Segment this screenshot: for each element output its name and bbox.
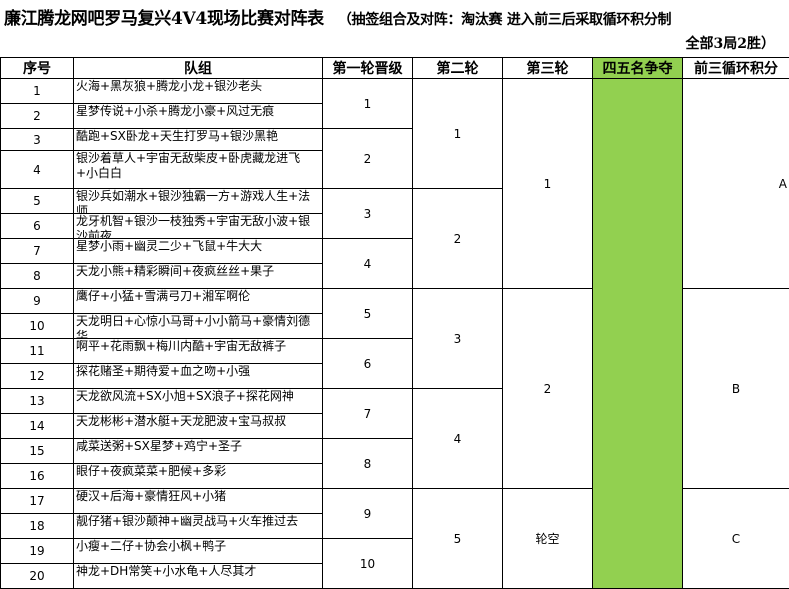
- column-header: 队组: [74, 58, 323, 79]
- seq-number: 19: [1, 539, 74, 564]
- team-name: 星梦小雨+幽灵二少+飞鼠+牛大大: [76, 239, 322, 263]
- team-name: 天龙明日+心惊小马哥+小小箭马+豪情刘德华: [76, 314, 322, 338]
- cycle-cell: B: [683, 289, 789, 489]
- team-name: 天龙欲风流+SX小旭+SX浪子+探花网神: [76, 389, 322, 413]
- team-name: 啊平+花雨飘+梅川内酷+宇宙无敌裤子: [76, 339, 322, 363]
- column-header: 第二轮: [413, 58, 503, 79]
- round2-cell: 1: [413, 79, 503, 189]
- rules-note: （抽签组合及对阵：淘汰赛 进入前三后采取循环积分制: [338, 12, 671, 28]
- seq-number: 16: [1, 464, 74, 489]
- team-cell: 小瘦+二仔+协会小枫+鸭子: [74, 539, 323, 564]
- team-cell: 硬汉+后海+豪情狂风+小猪: [74, 489, 323, 514]
- team-cell: 银沙着草人+宇宙无敌柴皮+卧虎藏龙进飞+小白白: [74, 151, 323, 189]
- seq-number: 13: [1, 389, 74, 414]
- team-name: 鹰仔+小猛+雪满弓刀+湘军啊伦: [76, 289, 322, 313]
- team-cell: 咸菜送粥+SX星梦+鸡宁+圣子: [74, 439, 323, 464]
- team-cell: 天龙小熊+精彩瞬间+夜疯丝丝+果子: [74, 264, 323, 289]
- seq-number: 7: [1, 239, 74, 264]
- round1-cell: 8: [323, 439, 413, 489]
- fourth-fifth-cell: [593, 79, 683, 589]
- round1-cell: 10: [323, 539, 413, 589]
- seq-number: 11: [1, 339, 74, 364]
- round3-cell: 2: [503, 289, 593, 489]
- round1-cell: 9: [323, 489, 413, 539]
- team-cell: 天龙彬彬+潜水艇+天龙肥波+宝马叔叔: [74, 414, 323, 439]
- seq-number: 6: [1, 214, 74, 239]
- team-name: 靓仔猪+银沙颠神+幽灵战马+火车推过去: [76, 514, 322, 538]
- team-name: 咸菜送粥+SX星梦+鸡宁+圣子: [76, 439, 322, 463]
- round1-cell: 1: [323, 79, 413, 129]
- title-text: 廉江腾龙网吧罗马复兴4V4现场比赛对阵表: [4, 9, 324, 29]
- seq-number: 9: [1, 289, 74, 314]
- team-cell: 鹰仔+小猛+雪满弓刀+湘军啊伦: [74, 289, 323, 314]
- seq-number: 5: [1, 189, 74, 214]
- column-header: 四五名争夺: [593, 58, 683, 79]
- team-cell: 星梦传说+小杀+腾龙小豪+风过无痕: [74, 104, 323, 129]
- seq-number: 15: [1, 439, 74, 464]
- cycle-cell: C: [683, 489, 789, 589]
- team-name: 银沙着草人+宇宙无敌柴皮+卧虎藏龙进飞+小白白: [76, 151, 322, 188]
- seq-number: 4: [1, 151, 74, 189]
- column-header: 前三循环积分: [683, 58, 789, 79]
- round1-cell: 3: [323, 189, 413, 239]
- round1-cell: 7: [323, 389, 413, 439]
- round2-cell: 3: [413, 289, 503, 389]
- round3-cell: 1: [503, 79, 593, 289]
- seq-number: 17: [1, 489, 74, 514]
- round2-cell: 4: [413, 389, 503, 489]
- column-header: 第一轮晋级: [323, 58, 413, 79]
- team-cell: 火海+黑灰狼+腾龙小龙+银沙老头: [74, 79, 323, 104]
- team-name: 龙牙机智+银沙一枝独秀+宇宙无敌小波+银沙前夜: [76, 214, 322, 238]
- team-cell: 酷跑+SX卧龙+天生打罗马+银沙黑艳: [74, 129, 323, 151]
- round1-cell: 6: [323, 339, 413, 389]
- page-title: 廉江腾龙网吧罗马复兴4V4现场比赛对阵表 （抽签组合及对阵：淘汰赛 进入前三后采取…: [4, 4, 671, 29]
- seq-number: 3: [1, 129, 74, 151]
- team-name: 神龙+DH常笑+小水龟+人尽其才: [76, 564, 322, 588]
- team-cell: 龙牙机智+银沙一枝独秀+宇宙无敌小波+银沙前夜: [74, 214, 323, 239]
- team-name: 酷跑+SX卧龙+天生打罗马+银沙黑艳: [76, 129, 322, 150]
- round1-cell: 2: [323, 129, 413, 189]
- team-cell: 星梦小雨+幽灵二少+飞鼠+牛大大: [74, 239, 323, 264]
- seq-number: 8: [1, 264, 74, 289]
- team-name: 银沙兵如潮水+银沙独霸一方+游戏人生+法师: [76, 189, 322, 213]
- seq-number: 14: [1, 414, 74, 439]
- seq-number: 18: [1, 514, 74, 539]
- round2-cell: 2: [413, 189, 503, 289]
- rules-note-cont: 全部3局2胜）: [686, 33, 775, 53]
- team-cell: 神龙+DH常笑+小水龟+人尽其才: [74, 564, 323, 589]
- team-cell: 银沙兵如潮水+银沙独霸一方+游戏人生+法师: [74, 189, 323, 214]
- column-header: 序号: [1, 58, 74, 79]
- round1-cell: 5: [323, 289, 413, 339]
- team-cell: 啊平+花雨飘+梅川内酷+宇宙无敌裤子: [74, 339, 323, 364]
- seq-number: 12: [1, 364, 74, 389]
- cycle-cell: A: [683, 79, 789, 289]
- team-name: 星梦传说+小杀+腾龙小豪+风过无痕: [76, 104, 322, 128]
- team-name: 硬汉+后海+豪情狂风+小猪: [76, 489, 322, 513]
- team-name: 天龙小熊+精彩瞬间+夜疯丝丝+果子: [76, 264, 322, 288]
- team-cell: 靓仔猪+银沙颠神+幽灵战马+火车推过去: [74, 514, 323, 539]
- round3-cell: 轮空: [503, 489, 593, 589]
- seq-number: 2: [1, 104, 74, 129]
- team-cell: 天龙欲风流+SX小旭+SX浪子+探花网神: [74, 389, 323, 414]
- team-cell: 天龙明日+心惊小马哥+小小箭马+豪情刘德华: [74, 314, 323, 339]
- team-cell: 眼仔+夜疯菜菜+肥候+多彩: [74, 464, 323, 489]
- seq-number: 20: [1, 564, 74, 589]
- team-name: 天龙彬彬+潜水艇+天龙肥波+宝马叔叔: [76, 414, 322, 438]
- team-name: 火海+黑灰狼+腾龙小龙+银沙老头: [76, 79, 322, 103]
- team-name: 眼仔+夜疯菜菜+肥候+多彩: [76, 464, 322, 488]
- team-cell: 探花赌圣+期待爱+血之吻+小强: [74, 364, 323, 389]
- seq-number: 1: [1, 79, 74, 104]
- team-name: 小瘦+二仔+协会小枫+鸭子: [76, 539, 322, 563]
- round2-cell: 5: [413, 489, 503, 589]
- round1-cell: 4: [323, 239, 413, 289]
- seq-number: 10: [1, 314, 74, 339]
- team-name: 探花赌圣+期待爱+血之吻+小强: [76, 364, 322, 388]
- column-header: 第三轮: [503, 58, 593, 79]
